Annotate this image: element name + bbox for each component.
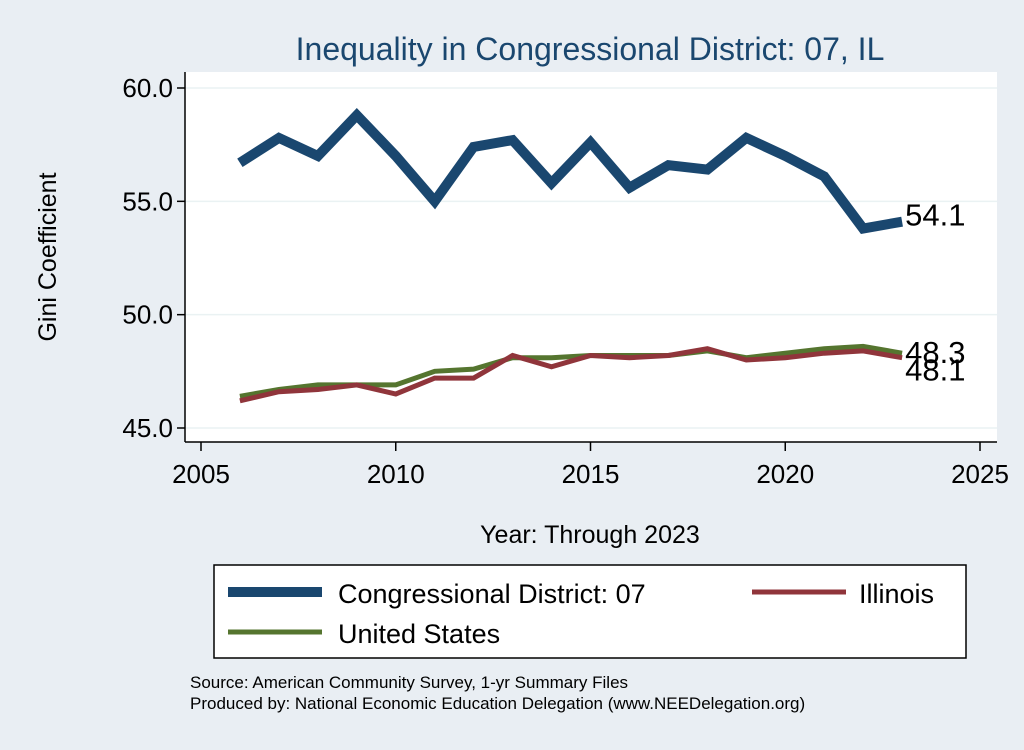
series-lines (237, 107, 903, 404)
y-axis-title: Gini Coefficient (34, 172, 62, 341)
legend-label-united-states: United States (338, 619, 500, 649)
legend-label-district: Congressional District: 07 (338, 579, 646, 609)
legend-label-illinois: Illinois (859, 579, 934, 609)
axes: 45.0 50.0 55.0 60.0 2005 2010 2015 2020 2025 (122, 72, 1009, 489)
x-tick-label: 2020 (756, 459, 814, 489)
x-tick-label: 2005 (172, 459, 230, 489)
end-labels: 54.1 48.148.3 (905, 198, 965, 388)
x-tick-label: 2015 (562, 459, 620, 489)
y-tick-label: 50.0 (122, 300, 173, 330)
y-tick-label: 55.0 (122, 186, 173, 216)
plot-area (185, 72, 997, 442)
series-line-illinois (239, 346, 903, 404)
legend-box (213, 564, 967, 659)
series-line-district (237, 107, 903, 234)
legend: Congressional District: 07 Illinois Unit… (213, 564, 967, 659)
grid-lines (185, 87, 997, 429)
end-label-illinois: 48.1 (905, 353, 965, 388)
x-tick-label: 2025 (951, 459, 1009, 489)
end-label-united-states: 48.3 (905, 335, 965, 370)
y-tick-label: 45.0 (122, 413, 173, 443)
chart-title: Inequality in Congressional District: 07… (296, 31, 885, 67)
y-tick-label: 60.0 (122, 73, 173, 103)
end-label-district: 54.1 (905, 198, 965, 233)
produced-by-note: Produced by: National Economic Education… (190, 694, 805, 713)
x-tick-label: 2010 (367, 459, 425, 489)
source-note: Source: American Community Survey, 1-yr … (190, 673, 628, 692)
x-axis-title: Year: Through 2023 (480, 521, 700, 549)
